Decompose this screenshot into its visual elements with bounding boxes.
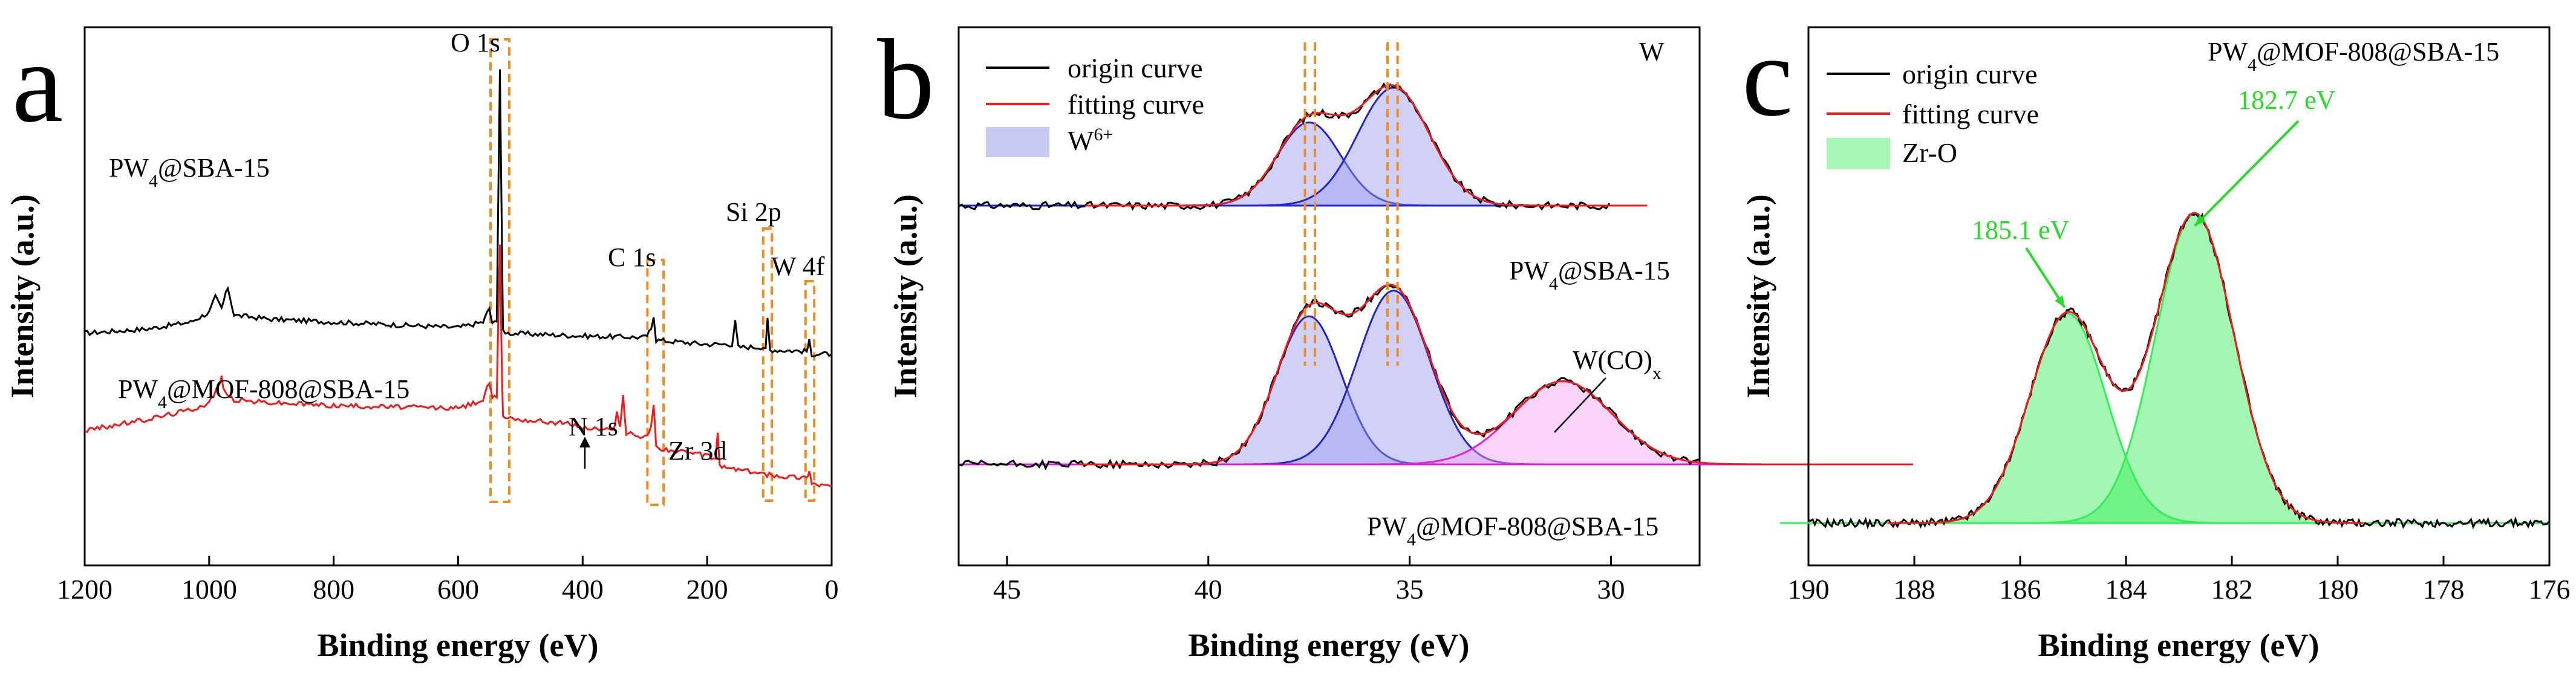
x-tick-label: 190	[1788, 574, 1830, 605]
panel-b: b 45 40 35 30 W origin curve fitting curve …	[877, 16, 1913, 663]
legend-origin-label: origin curve	[1068, 53, 1203, 83]
panel-c-y-axis-title: Intensity (a.u.)	[1740, 194, 1776, 398]
panel-b-label-top: PW4@SBA-15	[1509, 256, 1670, 294]
legend-fit-label: fitting curve	[1068, 89, 1204, 120]
x-tick-label: 180	[2317, 574, 2359, 605]
bottom-fit-curve	[1079, 284, 1913, 466]
panel-a-letter: a	[12, 19, 63, 146]
legend-fit-label: fitting curve	[1902, 99, 2039, 129]
x-tick-label: 1000	[181, 574, 237, 605]
panel-a-y-axis-title: Intensity (a.u.)	[4, 194, 41, 398]
x-tick-label: 178	[2423, 574, 2465, 605]
x-tick-label: 400	[562, 574, 604, 605]
x-tick-label: 0	[825, 574, 839, 605]
legend-w6-swatch	[986, 127, 1049, 157]
panel-b-legend: origin curve fitting curve W6+	[986, 53, 1204, 157]
panel-c-x-ticks: 190 188 186 184 182 180 178 176	[1788, 556, 2571, 605]
x-tick-label: 35	[1396, 574, 1424, 605]
panel-b-frame	[957, 26, 1701, 567]
panel-b-x-ticks: 45 40 35 30	[993, 556, 1625, 605]
peak-arrow	[2025, 247, 2066, 308]
x-tick-label: 600	[437, 574, 479, 605]
panel-b-y-axis-title: Intensity (a.u.)	[887, 194, 924, 398]
x-tick-label: 184	[2105, 574, 2147, 605]
panel-c-frame	[1807, 26, 2551, 567]
panel-a-annotations: O 1s C 1s Si 2p W 4f N 1s Zr 3d	[451, 28, 825, 466]
legend-origin-label: origin curve	[1902, 59, 2038, 89]
panel-c-peak-annotations: 185.1 eV 182.7 eV	[1972, 85, 2336, 308]
panel-a-label-top: PW4@SBA-15	[109, 153, 270, 191]
panel-b-wco-pointer	[1554, 377, 1606, 433]
panel-b-label-bottom: PW4@MOF-808@SBA-15	[1367, 512, 1658, 550]
panel-b-wco-label: W(CO)x	[1573, 345, 1661, 383]
x-tick-label: 188	[1894, 574, 1935, 605]
top-fit-curve	[1085, 84, 1648, 207]
panel-b-top-spectrum	[958, 82, 1648, 211]
peak-highlight-box	[761, 227, 774, 502]
fit-curve	[1888, 212, 2363, 524]
peak-label: C 1s	[608, 242, 656, 272]
x-tick-label: 182	[2211, 574, 2253, 605]
top-origin-curve	[958, 82, 1611, 211]
panel-a-peak-highlights	[489, 38, 816, 506]
panel-a-n1s-arrowhead	[579, 437, 590, 447]
legend-w6-label: W6+	[1068, 125, 1113, 157]
x-tick-label: 176	[2529, 574, 2571, 605]
panel-a: a 1200 1000 800 600 400 200 0 O 1s C 1s Si 2p W 4…	[4, 19, 839, 663]
legend-zro-swatch	[1827, 138, 1890, 169]
panel-b-x-axis-title: Binding energy (eV)	[1189, 627, 1470, 663]
bottom-component-0	[1079, 315, 1539, 466]
peak-arrowhead	[2055, 295, 2065, 308]
x-tick-label: 800	[313, 574, 354, 605]
peak-arrowhead	[2194, 214, 2206, 226]
peak-label: Si 2p	[726, 197, 781, 227]
panel-a-frame	[83, 26, 833, 567]
top-component-1	[1140, 86, 1648, 207]
panel-a-label-bottom: PW4@MOF-808@SBA-15	[118, 374, 409, 412]
panel-c-letter: c	[1742, 13, 1793, 140]
panel-b-dashed-guides	[1303, 42, 1399, 366]
peak-label: N 1s	[569, 412, 618, 441]
panel-c-title: PW4@MOF-808@SBA-15	[2208, 37, 2499, 75]
peak-energy-label: 185.1 eV	[1972, 215, 2070, 245]
zro-component-1	[1898, 212, 2491, 524]
x-tick-label: 186	[2000, 574, 2041, 605]
peak-arrow	[2194, 120, 2300, 227]
panel-a-x-ticks: 1200 1000 800 600 400 200 0	[57, 556, 839, 605]
panel-c-legend: origin curve fitting curve Zr-O	[1827, 59, 2039, 169]
x-tick-label: 40	[1195, 574, 1222, 605]
panel-b-title: W	[1639, 37, 1665, 67]
panel-c-x-axis-title: Binding energy (eV)	[2038, 627, 2320, 663]
peak-energy-label: 182.7 eV	[2238, 85, 2336, 115]
peak-label: O 1s	[451, 28, 500, 57]
peak-label: Zr 3d	[668, 436, 727, 466]
panel-a-series-pw4-mof808-sba15	[84, 244, 832, 488]
peak-label: W 4f	[771, 252, 825, 281]
peak-highlight-box	[804, 280, 816, 502]
panel-b-letter: b	[877, 16, 934, 143]
x-tick-label: 1200	[57, 574, 112, 605]
panel-a-x-axis-title: Binding energy (eV)	[318, 627, 599, 663]
panel-c-spectrum	[1779, 212, 2551, 530]
x-tick-label: 45	[993, 574, 1021, 605]
panel-c: c 190 188 186 184 182 180 178 176 PW4@MOF-808@S…	[1740, 13, 2571, 663]
x-tick-label: 200	[686, 574, 728, 605]
peak-highlight-box	[646, 259, 665, 506]
panel-a-series-pw4-sba15	[84, 69, 832, 357]
x-tick-label: 30	[1597, 574, 1625, 605]
legend-zro-label: Zr-O	[1902, 137, 1957, 168]
